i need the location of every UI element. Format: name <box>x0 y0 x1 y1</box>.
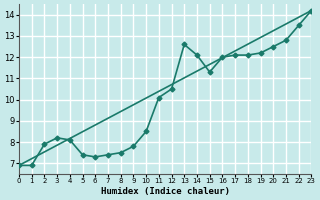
X-axis label: Humidex (Indice chaleur): Humidex (Indice chaleur) <box>101 187 230 196</box>
